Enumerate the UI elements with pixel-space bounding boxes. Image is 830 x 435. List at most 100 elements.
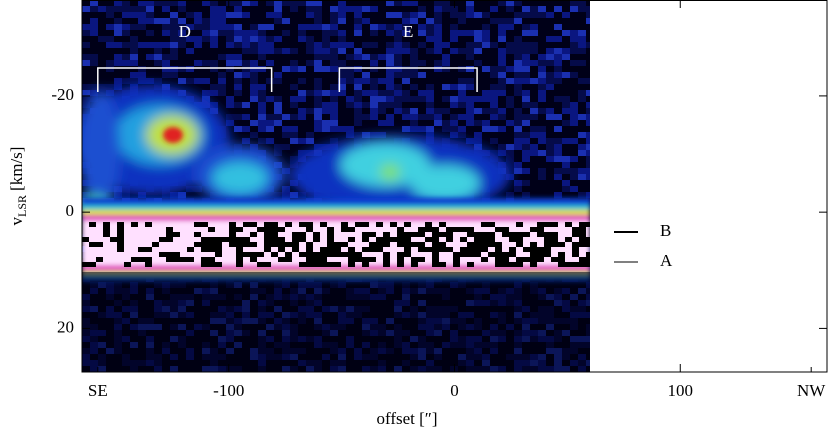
noise <box>274 78 282 84</box>
noise <box>114 78 122 84</box>
noise <box>434 12 442 18</box>
noise <box>298 0 306 6</box>
noise <box>354 96 362 102</box>
band-dark <box>404 237 411 242</box>
noise <box>266 36 274 42</box>
noise <box>394 84 402 90</box>
noise <box>354 132 362 138</box>
noise <box>274 192 282 198</box>
noise <box>394 0 402 6</box>
noise <box>570 186 578 192</box>
noise <box>450 24 458 30</box>
band-dark <box>397 257 404 262</box>
noise <box>586 18 590 24</box>
band-dark <box>404 222 411 227</box>
band-dark <box>271 252 278 257</box>
noise <box>210 42 218 48</box>
noise <box>506 192 514 198</box>
x-tick-label: 100 <box>668 381 694 400</box>
noise <box>178 78 186 84</box>
noise <box>306 108 314 114</box>
noise <box>322 102 330 108</box>
noise <box>122 0 130 6</box>
noise <box>178 42 186 48</box>
noise <box>474 108 482 114</box>
noise <box>202 18 210 24</box>
noise <box>330 102 338 108</box>
noise <box>498 84 506 90</box>
noise <box>114 84 122 90</box>
noise <box>530 132 538 138</box>
noise <box>298 90 306 96</box>
band-dark <box>306 247 313 252</box>
noise <box>522 60 530 66</box>
band-dark <box>306 242 313 247</box>
noise <box>442 0 450 6</box>
noise <box>434 24 442 30</box>
noise <box>242 114 250 120</box>
noise <box>98 36 106 42</box>
noise <box>578 174 586 180</box>
noise <box>106 24 114 30</box>
noise <box>338 72 346 78</box>
band-dark <box>502 252 509 257</box>
noise <box>258 120 266 126</box>
noise <box>226 30 234 36</box>
noise <box>354 6 362 12</box>
band-dark <box>495 247 502 252</box>
noise <box>482 90 490 96</box>
noise <box>242 30 250 36</box>
noise <box>538 78 546 84</box>
noise <box>178 0 186 6</box>
noise <box>170 66 178 72</box>
noise <box>466 108 474 114</box>
noise <box>554 36 562 42</box>
noise <box>154 48 162 54</box>
noise <box>434 48 442 54</box>
noise <box>386 0 394 6</box>
band-dark <box>502 257 509 262</box>
noise <box>418 60 426 66</box>
noise <box>514 78 522 84</box>
noise <box>370 102 378 108</box>
noise <box>314 18 322 24</box>
noise <box>282 114 290 120</box>
noise <box>338 126 346 132</box>
noise <box>514 12 522 18</box>
noise <box>298 108 306 114</box>
noise <box>306 60 314 66</box>
noise <box>466 102 474 108</box>
noise <box>290 96 298 102</box>
noise <box>258 102 266 108</box>
noise <box>338 84 346 90</box>
noise <box>330 18 338 24</box>
noise <box>386 84 394 90</box>
noise <box>266 42 274 48</box>
noise <box>194 36 202 42</box>
noise <box>386 90 394 96</box>
noise <box>474 36 482 42</box>
band-dark <box>537 227 544 232</box>
noise <box>514 36 522 42</box>
band-dark <box>544 252 551 257</box>
noise <box>362 18 370 24</box>
noise <box>530 48 538 54</box>
noise <box>226 12 234 18</box>
band-dark <box>537 222 544 227</box>
noise <box>498 18 506 24</box>
band-dark <box>292 237 299 242</box>
annotation-label: D <box>179 22 191 41</box>
noise <box>242 0 250 6</box>
noise <box>330 96 338 102</box>
noise <box>234 24 242 30</box>
band-dark <box>341 227 348 232</box>
band-dark <box>530 257 537 262</box>
band-dark <box>586 242 590 247</box>
noise <box>498 90 506 96</box>
noise <box>482 12 490 18</box>
noise <box>282 0 290 6</box>
noise <box>570 30 578 36</box>
noise <box>122 12 130 18</box>
noise <box>434 30 442 36</box>
noise <box>386 60 394 66</box>
